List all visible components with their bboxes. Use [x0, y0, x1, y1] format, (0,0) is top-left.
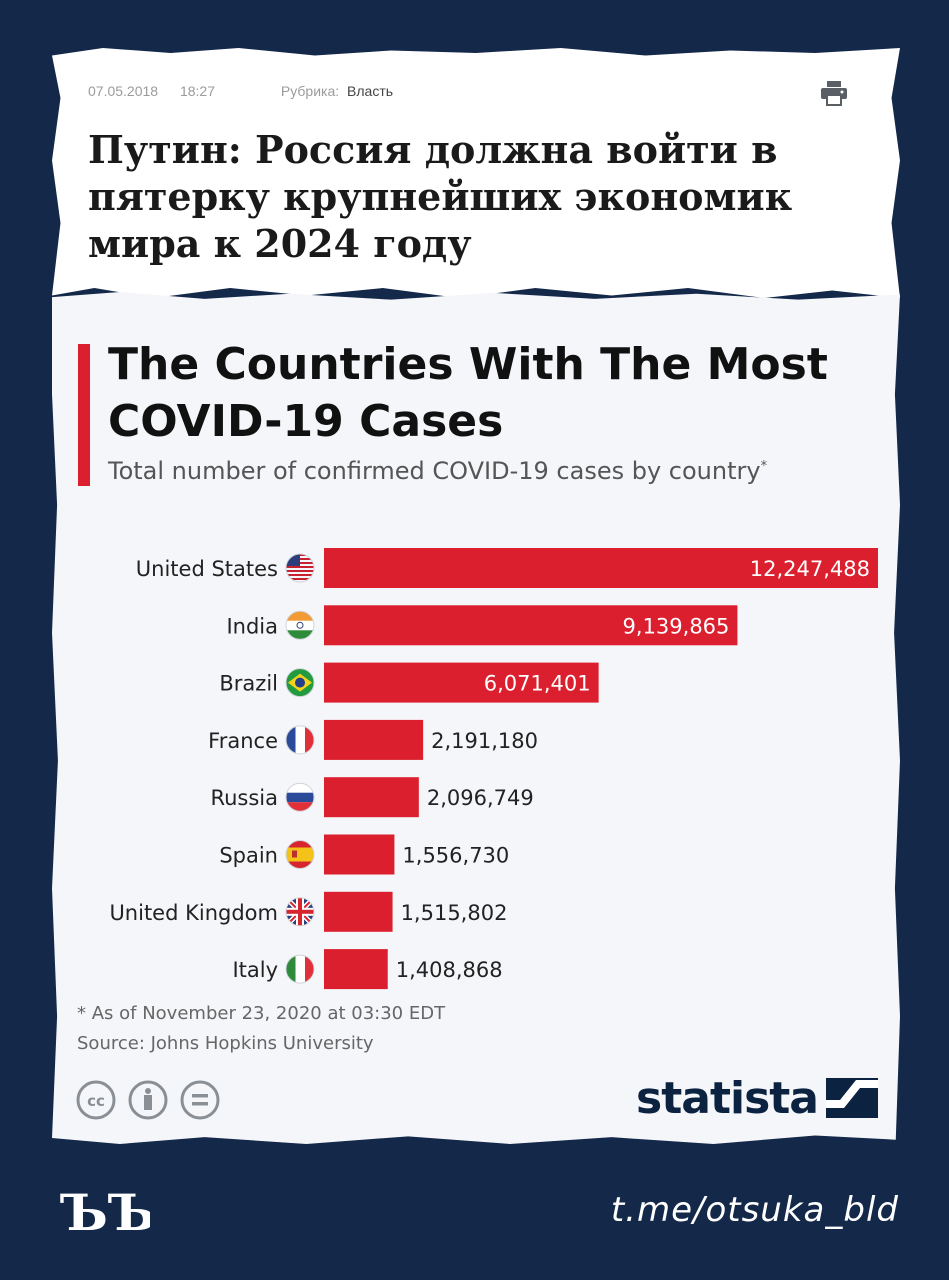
bar [324, 662, 599, 703]
russia-flag-icon [286, 783, 314, 812]
chart-title: The Countries With The Most COVID-19 Cas… [108, 339, 828, 447]
chart-footnote-block: * As of November 23, 2020 at 03:30 EDT S… [77, 999, 445, 1059]
value-label: 1,408,868 [396, 958, 503, 982]
us-flag-icon [286, 554, 314, 580]
category-label: Russia [210, 786, 278, 810]
brazil-flag-icon [286, 668, 314, 697]
bar [324, 719, 424, 760]
value-label: 2,191,180 [431, 729, 538, 753]
france-flag-icon [286, 725, 314, 754]
category-label: France [208, 729, 278, 753]
value-label: 1,556,730 [402, 844, 509, 868]
news-headline: Путин: Россия должна войти в пятерку кру… [88, 127, 793, 266]
spain-flag-icon [286, 840, 314, 869]
italy-flag-icon [286, 955, 314, 984]
bar [324, 834, 395, 875]
statista-mark-icon [826, 1078, 878, 1118]
brand-logo: ЪЪ [60, 1184, 150, 1238]
statista-wordmark: statista [636, 1072, 819, 1124]
category-label: Spain [219, 844, 278, 868]
svg-text:cc: cc [87, 1092, 105, 1110]
india-flag-icon [286, 611, 314, 640]
category-label: India [226, 614, 278, 638]
bar [324, 891, 393, 932]
category-label: United Kingdom [109, 901, 278, 925]
news-clipping: 07.05.2018 18:27 Рубрика: Власть Путин: … [52, 48, 900, 298]
statista-logo: statista [636, 1070, 878, 1126]
bar [324, 605, 738, 646]
chart-source: Source: Johns Hopkins University [77, 1033, 374, 1054]
value-label: 6,071,401 [484, 672, 591, 696]
news-date: 07.05.2018 [88, 83, 159, 99]
license-icons: cc [76, 1080, 220, 1120]
subtitle-asterisk: * [760, 459, 768, 474]
category-label: United States [136, 557, 278, 581]
no-derivatives-icon [180, 1080, 220, 1120]
brand-logo-text: ЪЪ [60, 1184, 150, 1238]
category-label: Italy [232, 958, 278, 982]
uk-flag-icon [286, 897, 314, 926]
title-accent-bar [78, 344, 90, 486]
channel-link[interactable]: t.me/otsuka_bld [610, 1190, 899, 1230]
news-time: 18:27 [179, 83, 216, 99]
bar [324, 949, 388, 990]
rubric-label: Рубрика: [280, 83, 340, 99]
rubric-link[interactable]: Власть [347, 83, 394, 99]
attribution-icon [128, 1080, 168, 1120]
value-label: 12,247,488 [750, 557, 870, 581]
bar-chart: United States 12,247,488 India 9,139,865 Bra… [109, 548, 878, 990]
chart-footnote: * As of November 23, 2020 at 03:30 EDT [77, 1003, 446, 1024]
chart-subtitle: Total number of confirmed COVID-19 cases… [108, 457, 878, 485]
printer-icon[interactable] [820, 80, 848, 106]
news-meta: 07.05.2018 18:27 Рубрика: Власть [88, 83, 393, 99]
bar [324, 548, 878, 588]
cc-icon: cc [76, 1080, 116, 1120]
value-label: 1,515,802 [401, 901, 508, 925]
chart-clipping: The Countries With The Most COVID-19 Cas… [52, 292, 900, 1144]
value-label: 9,139,865 [623, 614, 730, 638]
chart-subtitle-text: Total number of confirmed COVID-19 cases… [108, 457, 761, 485]
value-label: 2,096,749 [427, 786, 534, 810]
category-label: Brazil [219, 672, 278, 696]
bar [324, 777, 419, 818]
